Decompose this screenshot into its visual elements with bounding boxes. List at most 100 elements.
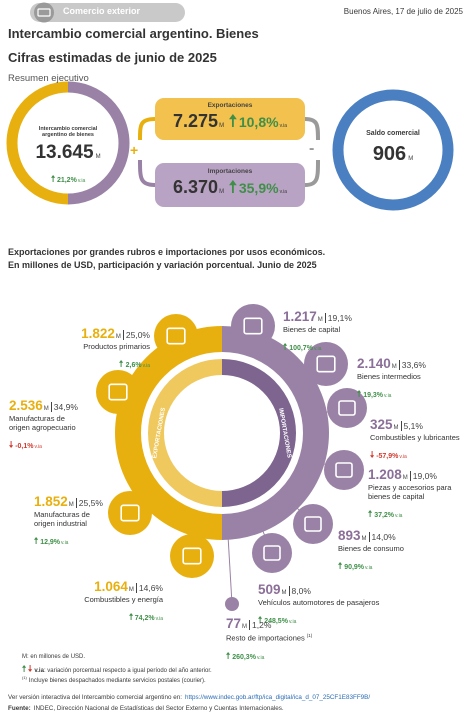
unit: M — [115, 334, 121, 340]
arrow-shape — [128, 613, 133, 621]
unit: M — [317, 317, 323, 323]
importaciones-label: Importaciones — [207, 168, 253, 175]
item-label: bienes de capital — [368, 492, 425, 502]
value: 893 — [338, 528, 361, 543]
arrow-up — [50, 175, 55, 183]
badge-text: Comercio exterior — [63, 6, 141, 16]
unit: M — [242, 624, 248, 630]
category-item: 77M 1,2% Resto de importaciones (1) 260,3%v.… — [226, 615, 312, 664]
footer-text: Ver versión interactiva del Intercambio … — [8, 694, 182, 701]
change-unit: v.ia — [384, 393, 392, 400]
value: 77 — [226, 616, 242, 631]
item-label: Bienes intermedios — [357, 372, 421, 382]
category-item: 1.064M 14,6% Combustibles y energía 74,2%v.… — [84, 578, 163, 625]
arrow-shape — [229, 180, 237, 194]
arrow-up — [283, 343, 288, 351]
category-item: 509M 8,0% Vehículos automotores de pasajer… — [258, 581, 379, 628]
change-row: 74,2%v.ia — [84, 607, 163, 625]
icon-circle — [225, 597, 239, 611]
change: 2,6% — [125, 362, 142, 370]
item-label: Combustibles y lubricantes — [370, 433, 460, 443]
change-row: 260,3%v.ia — [226, 646, 312, 664]
category-item: 2.536M 34,9% Manufacturas de origen agropec… — [9, 397, 78, 453]
value-row: 509M 8,0% — [258, 581, 379, 599]
arrow-shape — [34, 536, 39, 544]
value: 509 — [258, 582, 281, 597]
breakdown-title: Exportaciones por grandes rubros e impor… — [8, 247, 326, 257]
share: 33,6% — [398, 360, 426, 370]
value-row: 1.064M 14,6% — [84, 578, 163, 596]
item-label: Manufacturas de — [9, 414, 65, 424]
unit: M — [402, 475, 408, 481]
value-row: 13.645 M — [20, 142, 116, 164]
share: 1,2% — [249, 620, 272, 630]
donut-balance — [332, 89, 454, 211]
icon-glyph — [108, 383, 128, 401]
footer-link[interactable]: https://www.indec.gob.ar/ftp/ica_digital… — [184, 694, 371, 701]
change: 260,3% — [232, 653, 256, 661]
badge — [30, 3, 185, 22]
bracket — [138, 159, 156, 187]
item-label: origen industrial — [34, 519, 87, 529]
icon-glyph — [335, 462, 353, 478]
icon-glyph — [182, 547, 202, 565]
band-exports — [148, 359, 223, 507]
exportaciones-label: Exportaciones — [207, 102, 253, 109]
footer-line: Fuente: INDEC, Dirección Nacional de Esta… — [8, 705, 284, 712]
value: 906 — [372, 143, 407, 166]
value: 2.536 — [9, 398, 43, 413]
change-row: 37,2%v.ia — [368, 504, 451, 522]
change: 74,2% — [134, 615, 155, 623]
badge-icon-glyph — [37, 8, 51, 17]
note: v.ia: variación porcentual respecto a ig… — [22, 665, 212, 675]
icon-circle — [324, 450, 364, 490]
note: (1)Incluye bienes despachados mediante s… — [22, 675, 206, 685]
change: -0,1% — [15, 442, 34, 450]
change-row: 19,3%v.ia — [357, 384, 426, 402]
change-unit: v.ia — [399, 454, 407, 461]
arrow-shape — [119, 360, 124, 368]
unit: M — [43, 406, 49, 412]
saldo-label: Saldo comercial — [366, 130, 420, 137]
exportaciones-box: Exportaciones 7.275M 10,8%v.ia — [155, 102, 305, 133]
arrow-up — [119, 360, 124, 368]
icon-glyph — [304, 516, 322, 532]
change-unit: v.ia — [395, 512, 403, 519]
note-text: Incluye bienes despachados mediante serv… — [28, 678, 206, 684]
arrow-up — [34, 536, 39, 544]
bracket — [138, 117, 156, 141]
arrow-shape — [258, 616, 263, 624]
importaciones-box: Importaciones 6.370M 35,9%v.ia — [155, 168, 305, 199]
item-label: Manufacturas de — [34, 510, 90, 520]
unit: M — [408, 156, 414, 163]
icon-circle — [252, 533, 292, 573]
breakdown-title: En millones de USD, participación y vari… — [8, 260, 317, 270]
icon-circle — [231, 304, 275, 348]
arrow-up — [357, 390, 362, 398]
unit: M — [95, 153, 101, 160]
change: 21,2% — [56, 177, 77, 185]
title: Intercambio comercial argentino. Bienes — [8, 26, 259, 41]
section: Resumen ejecutivo — [8, 73, 89, 84]
bracket — [304, 117, 320, 141]
icon-circle — [304, 342, 348, 386]
icon-glyph — [166, 327, 186, 345]
icon-circle — [96, 370, 140, 414]
value-row: 906 M — [343, 143, 443, 166]
arrow-shape — [368, 509, 373, 517]
value-row: 2.536M 34,9% — [9, 397, 78, 415]
icon-glyph — [316, 355, 336, 373]
change-row: 12,9%v.ia — [34, 531, 103, 549]
change: 90,9% — [344, 564, 365, 572]
change-unit: v.ia — [279, 123, 287, 130]
donut-exports — [6, 81, 69, 205]
share: 19,0% — [409, 471, 437, 481]
date: Buenos Aires, 17 de julio de 2025 — [343, 7, 463, 16]
unit: M — [361, 536, 367, 542]
value: 13.645 — [35, 141, 94, 163]
value-row: 6.370M 35,9%v.ia — [155, 177, 305, 198]
arrow-shape — [338, 562, 343, 570]
category-item: 1.217M 19,1% Bienes de capital 100,7%v.ia — [283, 308, 352, 355]
share: 5,1% — [400, 421, 423, 431]
note: M: en millones de USD. — [22, 654, 86, 660]
